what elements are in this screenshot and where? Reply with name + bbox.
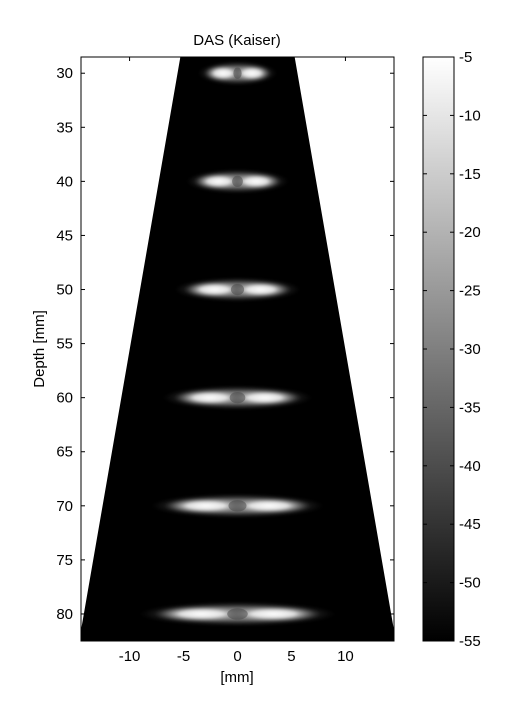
y-tick-label: 55 [56, 336, 73, 353]
target-blob [174, 277, 301, 302]
y-tick-label: 30 [56, 65, 73, 82]
colorbar-tick-label: -40 [459, 458, 481, 475]
colorbar-tick-label: -55 [459, 633, 481, 650]
y-tick-label: 35 [56, 119, 73, 136]
y-tick-label: 45 [56, 227, 73, 244]
colorbar-tick-label: -50 [459, 575, 481, 592]
x-tick-label: 5 [287, 648, 295, 665]
x-tick-label: -5 [177, 648, 190, 665]
colorbar-tick-label: -15 [459, 166, 481, 183]
y-tick-label: 75 [56, 552, 73, 569]
colorbar-tick-label: -30 [459, 341, 481, 358]
x-tick-label: 10 [337, 648, 354, 665]
chart-title: DAS (Kaiser) [193, 32, 281, 49]
colorbar-tick-label: -10 [459, 107, 481, 124]
x-tick-label: -10 [119, 648, 141, 665]
colorbar-tick-label: -35 [459, 399, 481, 416]
target-blob [138, 601, 337, 627]
colorbar-tick-label: -5 [459, 49, 472, 66]
x-axis-label: [mm] [220, 669, 253, 686]
target-blob [197, 61, 278, 86]
y-ticks: 30 35 40 45 50 55 60 65 70 75 80 [56, 65, 394, 623]
plot-area [81, 57, 394, 641]
y-tick-label: 50 [56, 282, 73, 299]
target-blob [150, 493, 325, 518]
colorbar-ticks: -5 -10 -15 -20 -25 -30 -35 -40 -45 -50 -55 [423, 49, 481, 650]
colorbar [422, 56, 455, 642]
colorbar-tick-label: -25 [459, 283, 481, 300]
colorbar-tick-label: -45 [459, 516, 481, 533]
y-tick-label: 80 [56, 606, 73, 623]
y-tick-label: 40 [56, 173, 73, 190]
point-targets [138, 61, 337, 627]
y-tick-label: 70 [56, 498, 73, 515]
image-sector [81, 57, 394, 641]
y-axis-label: Depth [mm] [31, 310, 48, 388]
y-tick-label: 60 [56, 390, 73, 407]
x-tick-label: 0 [233, 648, 241, 665]
x-ticks: -10 -5 0 5 10 [119, 57, 354, 665]
target-blob [185, 169, 290, 194]
y-tick-label: 65 [56, 444, 73, 461]
target-blob [162, 385, 313, 410]
colorbar-tick-label: -20 [459, 224, 481, 241]
